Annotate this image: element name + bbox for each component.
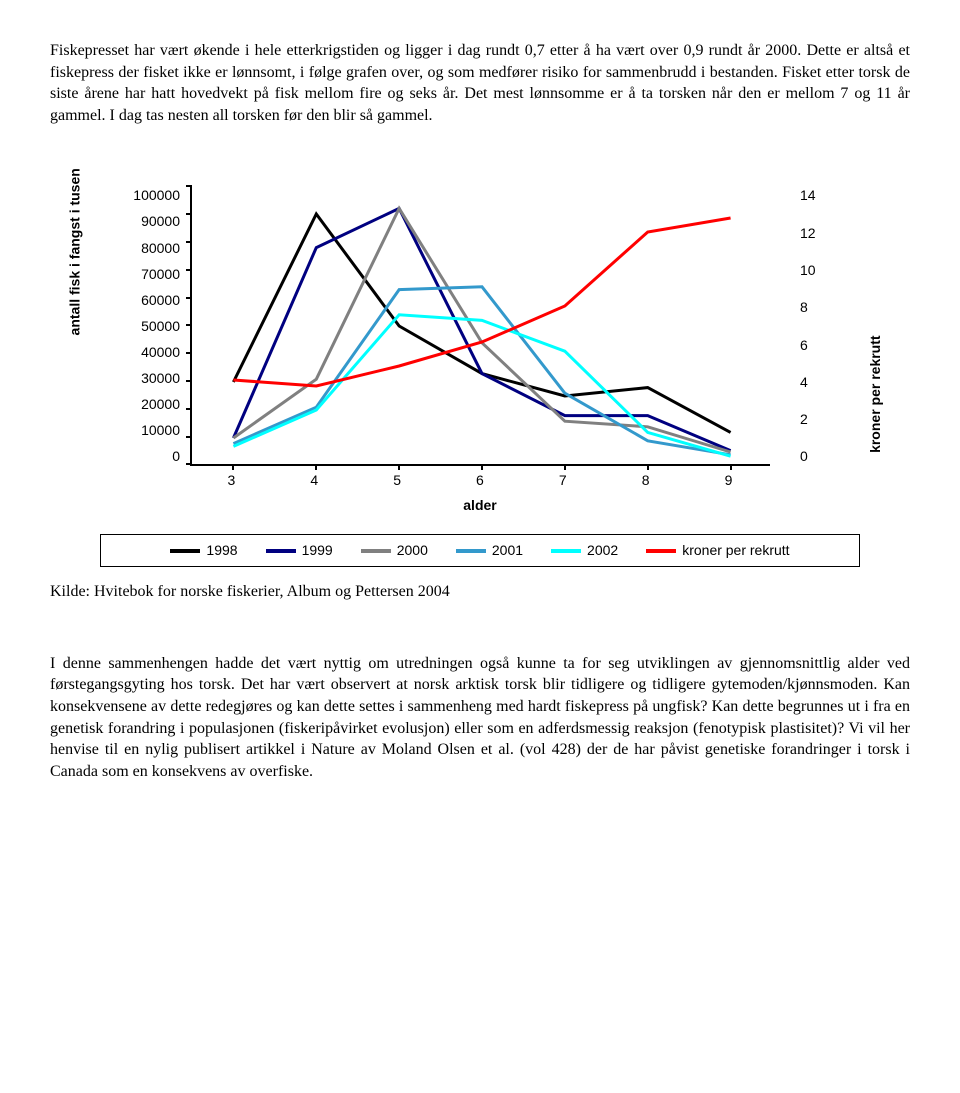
x-tick-label: 3	[228, 471, 236, 490]
y1-tick-label: 100000	[120, 186, 180, 205]
legend-swatch	[551, 549, 581, 553]
x-tick-label: 7	[559, 471, 567, 490]
x-tick-label: 6	[476, 471, 484, 490]
y1-tick-label: 10000	[120, 421, 180, 440]
y1-tick	[186, 297, 192, 299]
legend-item: 2002	[551, 541, 618, 560]
y2-tick-label: 14	[800, 186, 830, 205]
legend-swatch	[266, 549, 296, 553]
legend-label: 1998	[206, 541, 237, 560]
legend-item: 2000	[361, 541, 428, 560]
series-line	[233, 214, 730, 432]
chart-legend: 1998 1999 2000 2001 2002 kroner per rekrutt	[100, 534, 860, 567]
legend-swatch	[361, 549, 391, 553]
chart-container: antall fisk i fangst i tusen kroner per …	[80, 186, 880, 567]
y2-axis-title: kroner per rekrutt	[866, 336, 885, 453]
y1-tick	[186, 269, 192, 271]
series-line	[233, 218, 730, 386]
legend-swatch	[456, 549, 486, 553]
y2-tick-label: 6	[800, 336, 830, 355]
closing-paragraph: I denne sammenhengen hadde det vært nytt…	[50, 653, 910, 783]
legend-label: 2002	[587, 541, 618, 560]
y1-tick	[186, 408, 192, 410]
y2-tick-label: 2	[800, 410, 830, 429]
x-axis-labels: 3 4 5 6 7 8 9	[190, 471, 770, 490]
x-tick-label: 8	[642, 471, 650, 490]
y2-axis-labels: 14 12 10 8 6 4 2 0	[800, 186, 830, 466]
chart-source: Kilde: Hvitebok for norske fiskerier, Al…	[50, 581, 910, 603]
y2-tick-label: 12	[800, 224, 830, 243]
legend-label: 2000	[397, 541, 428, 560]
x-tick	[232, 464, 234, 470]
x-tick	[647, 464, 649, 470]
y1-tick-label: 70000	[120, 265, 180, 284]
legend-item: 1999	[266, 541, 333, 560]
x-tick	[481, 464, 483, 470]
y1-tick	[186, 185, 192, 187]
legend-label: 2001	[492, 541, 523, 560]
x-tick-label: 4	[310, 471, 318, 490]
y2-tick-label: 8	[800, 298, 830, 317]
y1-axis-labels: 1000009000080000700006000050000400003000…	[120, 186, 180, 466]
y1-tick-label: 60000	[120, 291, 180, 310]
y1-tick	[186, 324, 192, 326]
legend-label: kroner per rekrutt	[682, 541, 789, 560]
y1-axis-title: antall fisk i fangst i tusen	[66, 169, 85, 336]
y1-tick	[186, 241, 192, 243]
x-tick-label: 5	[393, 471, 401, 490]
x-tick	[398, 464, 400, 470]
legend-swatch	[170, 549, 200, 553]
y1-tick-label: 50000	[120, 317, 180, 336]
legend-item: 2001	[456, 541, 523, 560]
y2-tick-label: 10	[800, 261, 830, 280]
legend-swatch	[646, 549, 676, 553]
y1-tick-label: 40000	[120, 343, 180, 362]
series-line	[233, 209, 730, 453]
y1-tick	[186, 463, 192, 465]
y2-tick-label: 0	[800, 447, 830, 466]
x-tick	[730, 464, 732, 470]
y2-tick-label: 4	[800, 373, 830, 392]
y1-tick-label: 90000	[120, 212, 180, 231]
chart-area: antall fisk i fangst i tusen kroner per …	[80, 186, 880, 516]
y1-tick-label: 80000	[120, 239, 180, 258]
legend-item: kroner per rekrutt	[646, 541, 789, 560]
y1-tick-label: 20000	[120, 395, 180, 414]
chart-svg	[192, 186, 772, 466]
y1-tick	[186, 213, 192, 215]
y1-tick-label: 30000	[120, 369, 180, 388]
y1-tick	[186, 352, 192, 354]
x-tick	[315, 464, 317, 470]
intro-paragraph: Fiskepresset har vært økende i hele ette…	[50, 40, 910, 126]
legend-item: 1998	[170, 541, 237, 560]
x-tick	[564, 464, 566, 470]
plot-area	[190, 186, 770, 466]
y1-tick	[186, 380, 192, 382]
legend-label: 1999	[302, 541, 333, 560]
y1-tick-label: 0	[120, 447, 180, 466]
x-axis-title: alder	[190, 496, 770, 515]
x-tick-label: 9	[725, 471, 733, 490]
y1-tick	[186, 436, 192, 438]
